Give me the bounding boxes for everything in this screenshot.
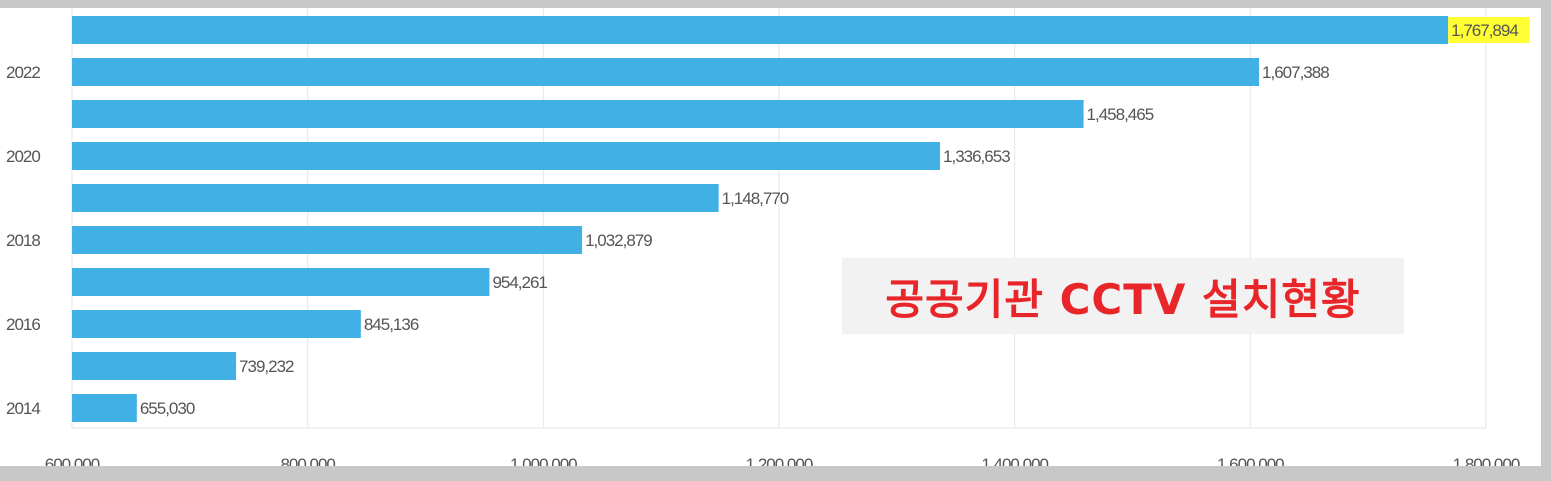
x-tick-label: 1,800,000 — [1453, 455, 1520, 466]
x-tick-label: 1,000,000 — [510, 455, 577, 466]
bar — [72, 58, 1260, 86]
x-tick-label: 1,400,000 — [981, 455, 1048, 466]
value-label: 954,261 — [492, 273, 547, 292]
value-label: 1,767,894 — [1451, 21, 1518, 40]
category-label: 2018 — [6, 231, 40, 250]
bar — [72, 184, 719, 212]
bar — [72, 16, 1449, 44]
highlight-marks — [1448, 17, 1530, 43]
value-label: 1,148,770 — [722, 189, 789, 208]
value-labels: 655,030 739,232 845,136 954,261 1,032,879 1,1… — [140, 21, 1519, 418]
value-highlight — [1448, 17, 1530, 43]
x-axis-ticks: 600,000 800,000 1,000,000 1,200,000 1,400,00… — [45, 455, 1521, 466]
value-label: 1,336,653 — [943, 147, 1010, 166]
value-label: 845,136 — [364, 315, 419, 334]
bars — [72, 16, 1449, 422]
bar — [72, 394, 137, 422]
x-tick-label: 1,600,000 — [1217, 455, 1284, 466]
category-label: 2016 — [6, 315, 40, 334]
bar — [72, 142, 941, 170]
bar — [72, 100, 1084, 128]
value-label: 1,458,465 — [1087, 105, 1154, 124]
bar-chart: 655,030 739,232 845,136 954,261 1,032,879 1,1… — [6, 8, 1530, 466]
category-label: 2022 — [6, 63, 40, 82]
value-label: 739,232 — [239, 357, 294, 376]
value-label: 1,032,879 — [585, 231, 652, 250]
bar — [72, 226, 583, 254]
category-labels: 2014 2016 2018 2020 2022 — [6, 63, 41, 418]
bar — [72, 352, 237, 380]
x-tick-label: 1,200,000 — [746, 455, 813, 466]
value-label: 1,607,388 — [1262, 63, 1329, 82]
category-label: 2020 — [6, 147, 40, 166]
category-label: 2014 — [6, 399, 40, 418]
value-label: 655,030 — [140, 399, 195, 418]
bar — [72, 268, 490, 296]
x-tick-label: 600,000 — [45, 455, 100, 466]
chart-panel: 655,030 739,232 845,136 954,261 1,032,879 1,1… — [0, 8, 1541, 466]
x-tick-label: 800,000 — [280, 455, 335, 466]
chart-title: 공공기관 CCTV 설치현황 — [842, 258, 1404, 334]
bar — [72, 310, 361, 338]
